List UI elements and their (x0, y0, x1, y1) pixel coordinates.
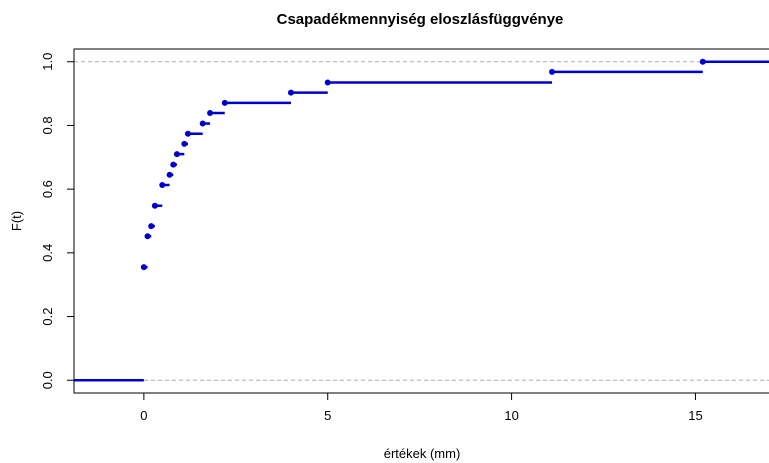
data-point (221, 99, 228, 106)
data-point (148, 223, 155, 230)
data-point (287, 89, 294, 96)
y-tick-label: 0.8 (40, 116, 55, 134)
data-point (166, 171, 173, 178)
data-point (549, 68, 556, 75)
ecdf-steps (74, 60, 769, 382)
x-tick-label: 15 (688, 408, 702, 423)
reference-lines (74, 61, 769, 381)
data-point (699, 58, 706, 65)
y-tick-label: 0.6 (40, 180, 55, 198)
y-tick-label: 1.0 (40, 53, 55, 71)
data-point (151, 202, 158, 209)
data-point (207, 110, 214, 117)
data-point (181, 140, 188, 147)
data-point (173, 151, 180, 158)
data-point (199, 120, 206, 127)
y-tick-label: 0.4 (40, 244, 55, 262)
x-axis: 0 5 10 15 (140, 393, 703, 423)
chart-title: Csapadékmennyiség eloszlásfüggvénye (277, 11, 564, 28)
y-axis: 0.0 0.2 0.4 0.6 0.8 1.0 (40, 53, 74, 389)
plot-frame (73, 48, 769, 394)
data-point (170, 161, 177, 168)
x-axis-label: értékek (mm) (384, 446, 461, 461)
data-point (324, 79, 331, 86)
x-tick-label: 5 (324, 408, 331, 423)
y-tick-label: 0.2 (40, 308, 55, 326)
data-point (144, 233, 151, 240)
x-tick-label: 0 (140, 408, 147, 423)
ecdf-points (140, 58, 706, 271)
x-tick-label: 10 (504, 408, 518, 423)
y-tick-label: 0.0 (40, 371, 55, 389)
y-axis-label: F(t) (9, 211, 24, 231)
data-point (184, 130, 191, 137)
data-point (159, 182, 166, 189)
data-point (140, 264, 147, 271)
